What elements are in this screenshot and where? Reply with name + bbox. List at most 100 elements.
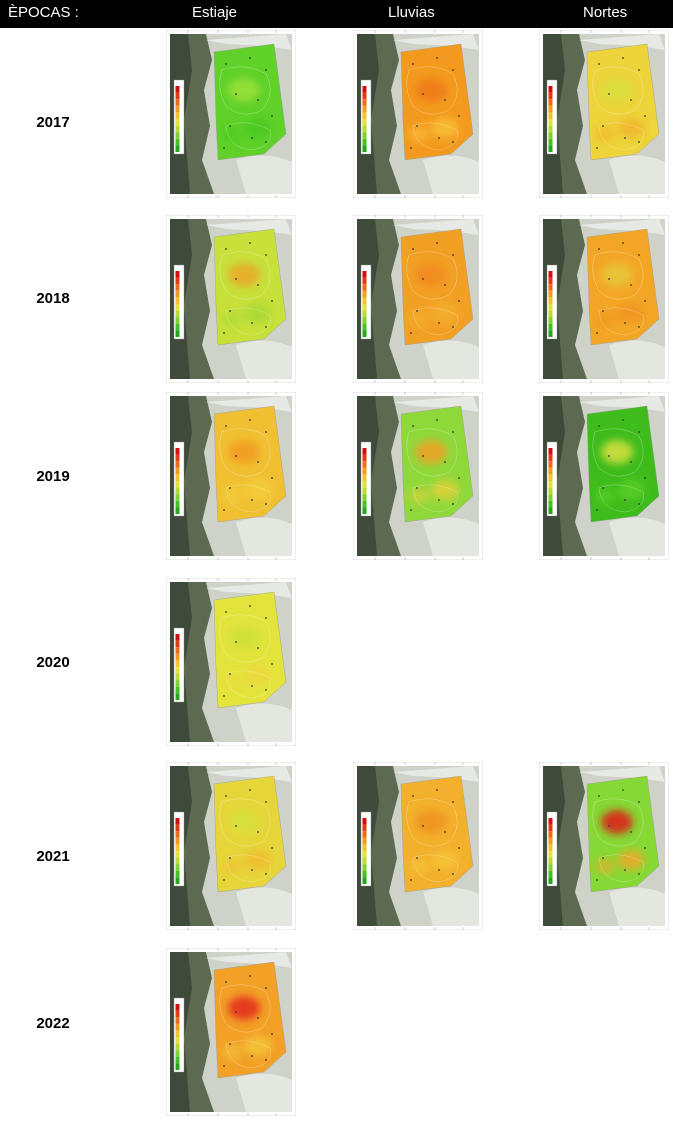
hotspot	[617, 850, 645, 870]
legend-swatch	[175, 277, 180, 285]
contour-line	[219, 798, 271, 847]
sample-point	[596, 509, 598, 511]
legend-swatch	[548, 277, 553, 285]
legend-swatch	[548, 310, 553, 318]
legend-swatch	[548, 330, 553, 337]
sample-point	[622, 57, 624, 59]
sample-point	[622, 789, 624, 791]
sample-point	[452, 326, 454, 328]
legend-swatch	[175, 467, 180, 475]
legend-swatch	[548, 824, 553, 832]
legend-swatch	[175, 461, 180, 468]
sample-point	[438, 869, 440, 871]
legend-swatch	[175, 1050, 180, 1057]
sample-point	[598, 425, 600, 427]
sample-point	[444, 461, 446, 463]
map-figure	[166, 948, 296, 1116]
legend-swatch	[548, 837, 553, 845]
legend-swatch	[175, 1023, 180, 1031]
legend-swatch	[175, 487, 180, 495]
hotspot	[415, 263, 447, 287]
legend-swatch	[175, 119, 180, 126]
sample-point	[638, 873, 640, 875]
sand-bank	[236, 155, 292, 194]
sand-bank	[609, 340, 665, 379]
map-figure	[353, 30, 483, 198]
legend-swatch	[175, 92, 180, 100]
legend-swatch	[175, 680, 180, 687]
legend-swatch	[548, 461, 553, 468]
legend-swatch	[175, 1043, 180, 1051]
legend-swatch	[175, 330, 180, 337]
legend-swatch	[175, 673, 180, 681]
sample-point	[265, 326, 267, 328]
legend-swatch	[362, 132, 367, 139]
sample-point	[416, 857, 418, 859]
epocas-label: ÈPOCAS :	[8, 4, 79, 21]
map-figure	[539, 215, 669, 383]
contour-line	[225, 854, 271, 883]
contour-line	[406, 798, 458, 847]
sand-bank	[236, 340, 292, 379]
legend-swatch	[175, 323, 180, 331]
map-figure	[353, 392, 483, 560]
sample-point	[608, 455, 610, 457]
contour-line	[412, 484, 458, 513]
legend-swatch	[362, 99, 367, 106]
legend-swatch	[548, 857, 553, 865]
legend-swatch	[362, 310, 367, 318]
interpolation-surface	[400, 43, 474, 161]
sample-point	[624, 499, 626, 501]
legend-swatch	[175, 271, 180, 278]
contour-line	[219, 428, 271, 477]
legend-swatch	[362, 474, 367, 481]
sample-point	[251, 499, 253, 501]
sand-bank	[609, 517, 665, 556]
sample-point	[452, 503, 454, 505]
sample-point	[229, 1043, 231, 1045]
map-figure	[539, 392, 669, 560]
hotspot	[222, 1044, 242, 1060]
sample-point	[416, 487, 418, 489]
contour-line	[219, 66, 271, 115]
sample-point	[223, 695, 225, 697]
legend-swatch	[362, 271, 367, 278]
legend-swatch	[548, 831, 553, 838]
sample-point	[265, 689, 267, 691]
legend-swatch	[362, 284, 367, 291]
contour-line	[598, 854, 644, 883]
hotspot	[244, 1036, 272, 1056]
legend-swatch	[548, 105, 553, 113]
hotspot	[244, 303, 272, 323]
legend-swatch	[362, 454, 367, 462]
contour-line	[412, 122, 458, 151]
legend-swatch	[175, 1056, 180, 1064]
map-2022-estiaje	[166, 948, 296, 1116]
hotspot	[222, 311, 242, 327]
contour-line	[225, 1040, 271, 1069]
sample-point	[229, 857, 231, 859]
sand-bank	[609, 887, 665, 926]
legend-swatch	[175, 851, 180, 858]
legend-swatch	[362, 297, 367, 304]
contour-line	[598, 307, 644, 336]
legend-swatch	[548, 507, 553, 514]
map-2021-lluvias	[353, 762, 483, 930]
contour-line	[592, 66, 644, 115]
contour-line	[225, 484, 271, 513]
sample-point	[235, 455, 237, 457]
sample-point	[249, 419, 251, 421]
contour-line	[598, 122, 644, 151]
sample-point	[410, 509, 412, 511]
hotspot	[222, 126, 242, 142]
sample-point	[452, 141, 454, 143]
sample-point	[235, 278, 237, 280]
legend-swatch	[175, 647, 180, 654]
legend-swatch	[548, 271, 553, 278]
sample-point	[438, 137, 440, 139]
legend-swatch	[175, 818, 180, 825]
legend-swatch	[362, 500, 367, 508]
sample-point	[436, 57, 438, 59]
sample-point	[596, 879, 598, 881]
legend-swatch	[175, 1037, 180, 1044]
